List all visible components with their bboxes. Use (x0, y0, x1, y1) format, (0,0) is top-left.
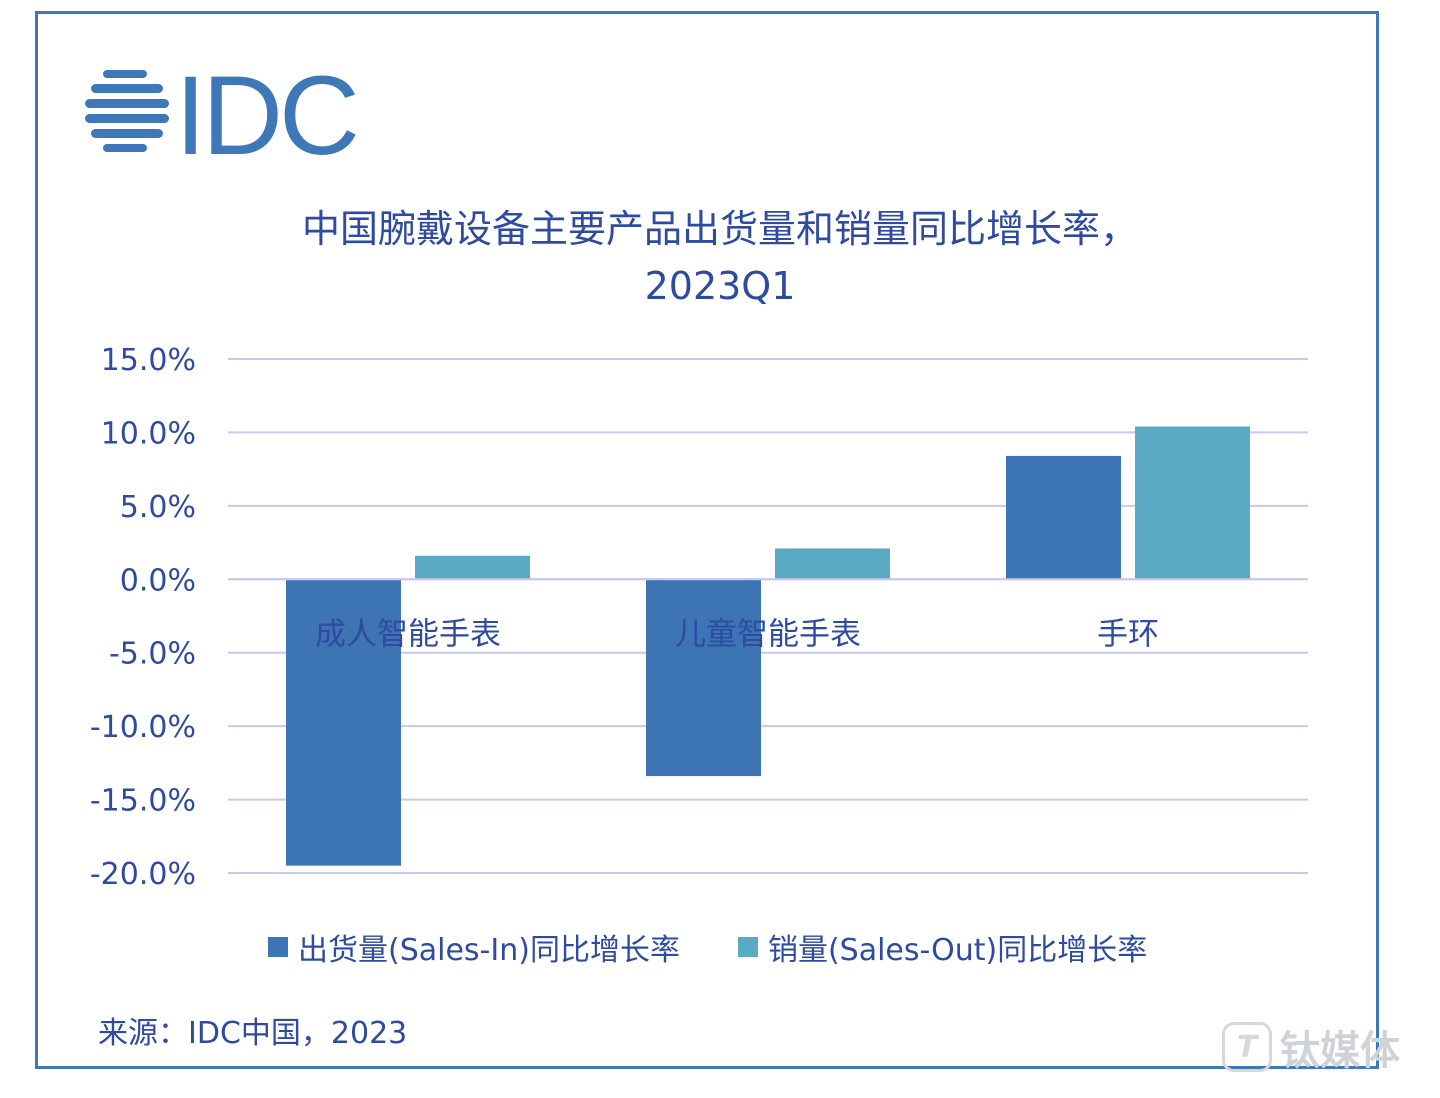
y-tick-label: -20.0% (90, 857, 196, 892)
legend-label-sales-in: 出货量(Sales-In)同比增长率 (298, 933, 680, 968)
y-tick-label: 15.0% (101, 343, 196, 378)
idc-logo-text: IDC (175, 66, 356, 162)
y-tick-label: 0.0% (120, 563, 196, 598)
idc-globe-icon (85, 70, 169, 152)
category-label: 儿童智能手表 (675, 616, 861, 652)
bar-sales-in (646, 579, 761, 777)
source-note: 来源：IDC中国，2023 (98, 1016, 408, 1051)
legend-item-sales-in: 出货量(Sales-In)同比增长率 (268, 925, 680, 969)
bar-sales-out (1135, 426, 1250, 580)
category-label: 手环 (1097, 616, 1159, 652)
y-tick-label: 5.0% (120, 490, 196, 525)
watermark-text: 钛媒体 (1280, 1028, 1400, 1074)
chart-subtitle: 2023Q1 (644, 264, 796, 308)
y-tick-label: -5.0% (109, 637, 196, 672)
bar-sales-out (415, 555, 530, 580)
bar-sales-out (775, 548, 890, 580)
chart-title: 中国腕戴设备主要产品出货量和销量同比增长率， (301, 207, 1138, 251)
bar-sales-in (286, 579, 401, 866)
y-tick-label: -10.0% (90, 710, 196, 745)
legend-item-sales-out: 销量(Sales-Out)同比增长率 (737, 925, 1148, 969)
legend-swatch-sales-out (737, 937, 758, 957)
bar-sales-in (1006, 455, 1121, 580)
y-tick-label: 10.0% (101, 416, 196, 451)
idc-logo: IDC (85, 66, 360, 162)
legend: 出货量(Sales-In)同比增长率 销量(Sales-Out)同比增长率 (268, 925, 1205, 969)
watermark-logo-icon: T (1222, 1022, 1272, 1072)
legend-label-sales-out: 销量(Sales-Out)同比增长率 (767, 933, 1148, 968)
legend-swatch-sales-in (268, 937, 288, 957)
watermark: T 钛媒体 (1222, 1018, 1400, 1076)
y-tick-label: -15.0% (90, 784, 196, 819)
category-label: 成人智能手表 (315, 616, 501, 652)
